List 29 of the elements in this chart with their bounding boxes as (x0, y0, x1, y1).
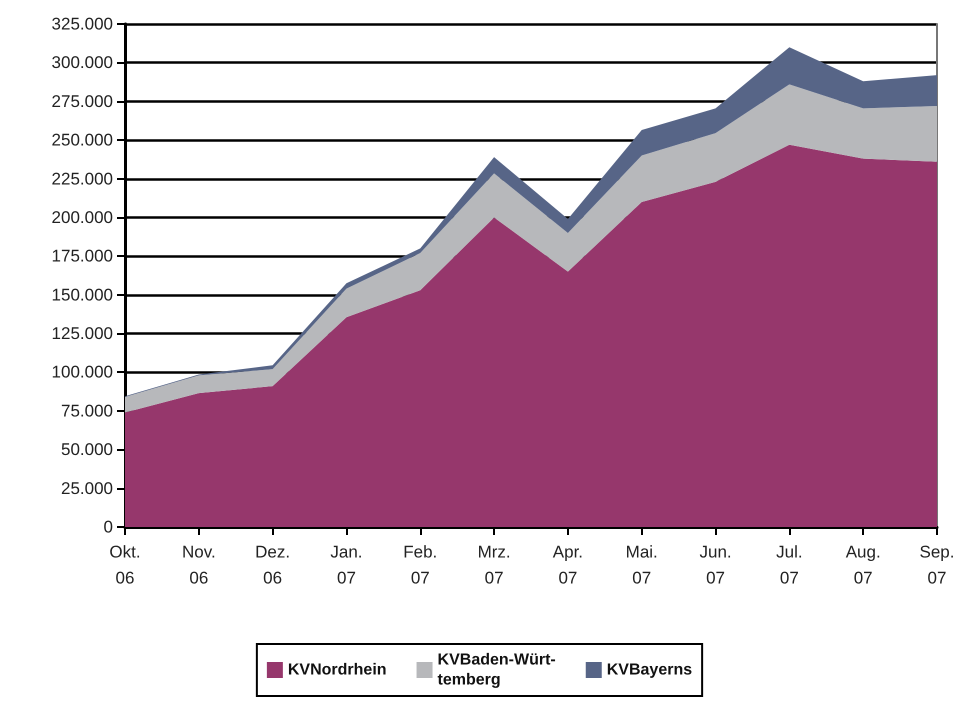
y-tick-label: 175.000 (52, 246, 113, 266)
x-tick-label: Apr. 07 (552, 542, 584, 588)
y-tick-label: 100.000 (52, 362, 113, 382)
y-tick-label: 0 (104, 518, 113, 536)
y-tick-label: 50.000 (61, 440, 113, 460)
y-tick-label: 225.000 (52, 169, 113, 188)
y-tick-label: 150.000 (52, 285, 113, 304)
y-tick-label: 275.000 (52, 92, 113, 111)
y-tick-label: 300.000 (52, 53, 113, 72)
x-tick-label: Jun. 07 (699, 542, 732, 588)
y-tick-label: 25.000 (61, 478, 113, 498)
y-tick-label: 75.000 (61, 401, 113, 420)
x-tick-label: Okt. 06 (109, 542, 141, 588)
x-tick-label: Mai. 07 (626, 542, 658, 588)
x-tick-label: Dez. 06 (255, 542, 290, 588)
legend-label: KVNordrhein (288, 662, 387, 678)
legend-label: KVBayerns (606, 662, 692, 678)
y-tick-label: 250.000 (52, 130, 113, 150)
y-tick-label: 200.000 (52, 208, 113, 227)
y-tick-label: 325.000 (52, 14, 113, 34)
y-tick-label: 125.000 (52, 324, 113, 344)
legend-label: KVBaden-Würt- temberg (438, 652, 556, 688)
x-tick-label: Jan. 07 (330, 542, 363, 588)
x-tick-label: Nov. 06 (182, 542, 216, 588)
x-tick-label: Feb. 07 (403, 542, 438, 588)
x-tick-label: Mrz. 07 (478, 542, 511, 588)
x-tick-label: Jul. 07 (776, 542, 803, 588)
x-tick-label: Aug. 07 (846, 542, 881, 588)
x-tick-label: Sep. 07 (920, 542, 954, 588)
